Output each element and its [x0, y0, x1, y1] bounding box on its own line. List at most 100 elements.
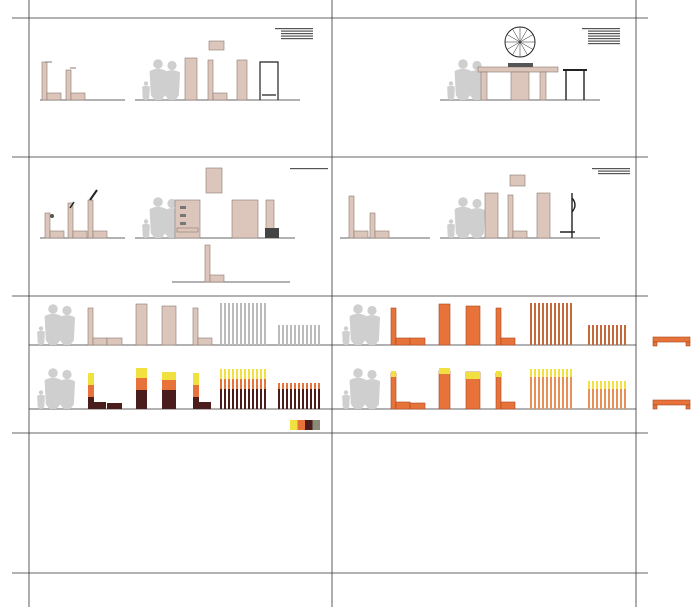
bench-back: [44, 212, 51, 239]
shape: [438, 370, 451, 410]
shape: [248, 369, 250, 379]
person-head: [448, 219, 454, 224]
bench-seat: [395, 401, 411, 410]
person-head: [458, 197, 468, 207]
slat-top: [534, 369, 536, 377]
person-body: [142, 223, 150, 238]
slat: [604, 325, 606, 345]
shape: [135, 303, 148, 346]
shape: [248, 389, 250, 409]
shape: [236, 369, 238, 379]
slat: [570, 303, 572, 345]
slat: [596, 325, 598, 345]
slat: [248, 303, 250, 345]
shape: [228, 379, 230, 389]
shape: [264, 369, 266, 379]
slat: [592, 325, 594, 345]
shape: [244, 389, 246, 409]
slat-top: [600, 381, 602, 389]
person-body: [44, 313, 62, 345]
canopy: [477, 66, 559, 73]
person-body: [454, 68, 472, 100]
shape: [162, 380, 176, 390]
slat: [554, 303, 556, 345]
slat-top: [612, 381, 614, 389]
slat: [264, 303, 266, 345]
bench-back: [495, 372, 502, 410]
line: [89, 189, 98, 201]
slat: [240, 303, 242, 345]
shape: [248, 379, 250, 389]
person-head: [48, 368, 58, 378]
bench-back: [507, 194, 514, 239]
slat: [318, 325, 320, 345]
slat-top: [570, 369, 572, 377]
person-body: [163, 70, 181, 100]
slat: [542, 303, 544, 345]
shape: [236, 389, 238, 409]
shape: [106, 337, 123, 346]
shape: [162, 390, 176, 409]
person-head: [48, 304, 58, 314]
shape: [228, 369, 230, 379]
shape: [685, 404, 691, 410]
shape: [310, 383, 312, 389]
shape: [480, 71, 488, 101]
slat: [624, 389, 626, 409]
shape: [310, 389, 312, 409]
canopy-top: [508, 63, 533, 67]
slat-top: [620, 381, 622, 389]
slat: [588, 389, 590, 409]
slat-top: [608, 381, 610, 389]
slat: [608, 325, 610, 345]
person-head: [458, 59, 468, 69]
bench-back: [495, 307, 502, 346]
slat: [562, 377, 564, 409]
note-text: [588, 30, 620, 32]
slat-top: [542, 369, 544, 377]
shape: [314, 383, 316, 389]
bench-back: [192, 307, 199, 346]
slat: [228, 303, 230, 345]
shape: [318, 383, 320, 389]
bench-seat: [374, 230, 390, 239]
slat: [620, 389, 622, 409]
shape: [232, 369, 234, 379]
bench: [652, 336, 691, 343]
shape: [174, 199, 201, 239]
person-head: [38, 390, 44, 395]
note-text: [588, 38, 620, 40]
slat: [600, 389, 602, 409]
line: [69, 201, 75, 209]
slat: [562, 303, 564, 345]
detail: [180, 206, 186, 209]
shape: [510, 71, 530, 101]
shape: [409, 337, 426, 346]
shape: [88, 397, 94, 409]
wheel-spoke: [506, 41, 521, 50]
slat: [298, 325, 300, 345]
slat: [538, 377, 540, 409]
slat: [236, 303, 238, 345]
shape: [290, 383, 292, 389]
bench-seat: [353, 230, 369, 239]
shape: [252, 379, 254, 389]
slat: [620, 325, 622, 345]
shape: [536, 192, 551, 239]
person-body: [363, 379, 381, 409]
slat: [616, 325, 618, 345]
slat: [286, 325, 288, 345]
shape: [264, 379, 266, 389]
shape: [290, 389, 292, 409]
person-head: [153, 197, 163, 207]
shape: [409, 402, 426, 410]
slat: [558, 377, 560, 409]
slat: [232, 303, 234, 345]
bench-back: [390, 307, 397, 346]
shape: [306, 389, 308, 409]
shape: [260, 389, 262, 409]
person-body: [447, 223, 455, 238]
shape: [302, 389, 304, 409]
